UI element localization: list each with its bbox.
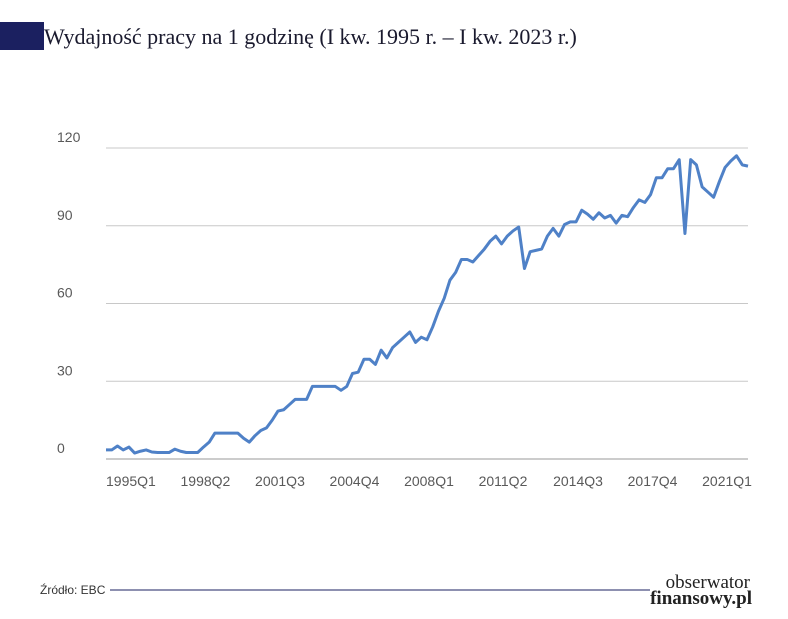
x-tick-label: 2011Q2 [479, 473, 528, 489]
logo: finansowy.pl [650, 588, 752, 609]
x-tick-label: 2001Q3 [255, 473, 305, 489]
x-tick-label: 1995Q1 [106, 473, 156, 489]
y-tick-label: 0 [57, 440, 65, 456]
x-tick-label: 2021Q1 [702, 473, 752, 489]
x-tick-label: 2004Q4 [330, 473, 380, 489]
x-tick-label: 1998Q2 [181, 473, 231, 489]
title-block [0, 22, 44, 50]
x-tick-label: 2017Q4 [628, 473, 678, 489]
y-tick-label: 60 [57, 285, 73, 301]
x-tick-label: 2008Q1 [404, 473, 454, 489]
y-tick-label: 120 [57, 129, 81, 145]
y-tick-label: 30 [57, 362, 73, 378]
x-tick-label: 2014Q3 [553, 473, 603, 489]
chart-title: Wydajność pracy na 1 godzinę (I kw. 1995… [44, 24, 577, 49]
logo: obserwator [666, 572, 751, 593]
y-tick-label: 90 [57, 207, 73, 223]
source: Źródło: EBC [40, 582, 106, 597]
line-series [106, 154, 749, 455]
